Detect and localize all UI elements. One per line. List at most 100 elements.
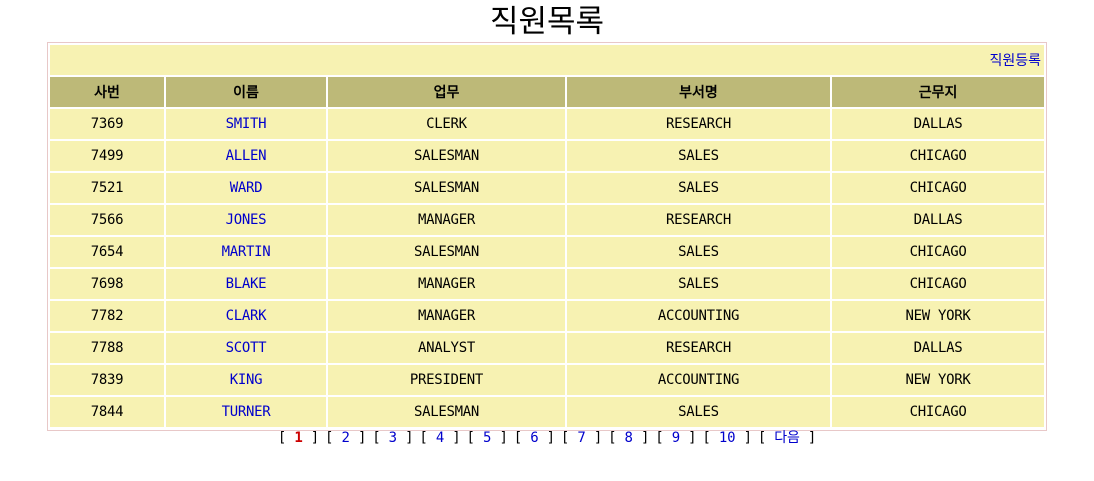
cell-dept-name: SALES <box>567 269 830 299</box>
table-row: 7566 JONES MANAGER RESEARCH DALLAS <box>50 205 1045 235</box>
pagination-bracket: ] <box>735 430 752 446</box>
employee-name-link[interactable]: BLAKE <box>225 276 267 292</box>
cell-name: MARTIN <box>166 237 326 267</box>
cell-job: PRESIDENT <box>328 365 565 395</box>
table-row: 7698 BLAKE MANAGER SALES CHICAGO <box>50 269 1045 299</box>
page-link[interactable]: 3 <box>388 430 397 446</box>
cell-job: MANAGER <box>328 301 565 331</box>
table-row: 7521 WARD SALESMAN SALES CHICAGO <box>50 173 1045 203</box>
cell-dept-name: SALES <box>567 141 830 171</box>
cell-name: TURNER <box>166 397 326 427</box>
cell-job: ANALYST <box>328 333 565 363</box>
employee-name-link[interactable]: ALLEN <box>225 148 267 164</box>
register-employee-link[interactable]: 직원등록 <box>989 53 1042 69</box>
cell-name: KING <box>166 365 326 395</box>
cell-job: SALESMAN <box>328 141 565 171</box>
page-link[interactable]: 6 <box>530 430 539 446</box>
table-row: 7839 KING PRESIDENT ACCOUNTING NEW YORK <box>50 365 1045 395</box>
table-row: 7499 ALLEN SALESMAN SALES CHICAGO <box>50 141 1045 171</box>
column-header-job: 업무 <box>328 77 565 107</box>
cell-name: CLARK <box>166 301 326 331</box>
cell-location: CHICAGO <box>832 397 1045 427</box>
cell-empno: 7566 <box>50 205 164 235</box>
pagination-item: [ 다음 ] <box>757 430 817 446</box>
cell-dept-name: ACCOUNTING <box>567 365 830 395</box>
cell-dept-name: RESEARCH <box>567 205 830 235</box>
pagination-item: [ 8 ] <box>608 430 649 446</box>
cell-empno: 7844 <box>50 397 164 427</box>
page-link[interactable]: 5 <box>483 430 492 446</box>
cell-dept-name: RESEARCH <box>567 333 830 363</box>
pagination-bracket: [ <box>466 430 484 446</box>
pagination-bracket: ] <box>491 430 508 446</box>
table-row: 7844 TURNER SALESMAN SALES CHICAGO <box>50 397 1045 427</box>
employee-name-link[interactable]: JONES <box>225 212 267 228</box>
next-page-link[interactable]: 다음 <box>774 430 800 446</box>
employee-name-link[interactable]: SMITH <box>225 116 267 132</box>
page-current: 1 <box>294 430 303 446</box>
employee-name-link[interactable]: CLARK <box>225 308 267 324</box>
cell-dept-name: SALES <box>567 237 830 267</box>
pagination-bracket: [ <box>325 430 342 446</box>
cell-empno: 7782 <box>50 301 164 331</box>
page-link[interactable]: 2 <box>341 430 350 446</box>
table-row: 7788 SCOTT ANALYST RESEARCH DALLAS <box>50 333 1045 363</box>
table-row: 7782 CLARK MANAGER ACCOUNTING NEW YORK <box>50 301 1045 331</box>
cell-dept-name: SALES <box>567 173 830 203</box>
pagination: [ 1 ][ 2 ][ 3 ][ 4 ][ 5 ][ 6 ][ 7 ][ 8 ]… <box>0 429 1094 447</box>
pagination-bracket: [ <box>608 430 625 446</box>
employee-name-link[interactable]: KING <box>229 372 263 388</box>
employee-name-link[interactable]: SCOTT <box>225 340 267 356</box>
cell-job: MANAGER <box>328 205 565 235</box>
cell-location: CHICAGO <box>832 173 1045 203</box>
cell-empno: 7788 <box>50 333 164 363</box>
pagination-bracket: ] <box>632 430 650 446</box>
cell-name: ALLEN <box>166 141 326 171</box>
cell-name: JONES <box>166 205 326 235</box>
pagination-bracket: [ <box>655 430 672 446</box>
column-header-empno: 사번 <box>50 77 164 107</box>
employee-name-link[interactable]: WARD <box>229 180 263 196</box>
cell-empno: 7521 <box>50 173 164 203</box>
cell-job: SALESMAN <box>328 397 565 427</box>
cell-location: DALLAS <box>832 109 1045 139</box>
pagination-item: [ 5 ] <box>467 430 508 446</box>
employee-name-link[interactable]: MARTIN <box>221 244 271 260</box>
cell-location: NEW YORK <box>832 365 1045 395</box>
pagination-bracket: ] <box>799 430 817 446</box>
pagination-item: [ 10 ] <box>702 430 752 446</box>
pagination-item: [ 3 ] <box>372 430 413 446</box>
pagination-item: [ 1 ] <box>278 430 319 446</box>
page-link[interactable]: 8 <box>624 430 633 446</box>
pagination-bracket: [ <box>757 430 775 446</box>
employee-name-link[interactable]: TURNER <box>221 404 271 420</box>
cell-job: MANAGER <box>328 269 565 299</box>
employee-list-panel: 직원등록 사번 이름 업무 부서명 근무지 7369 SMITH CLERK RESE… <box>47 42 1047 431</box>
cell-empno: 7369 <box>50 109 164 139</box>
page-link[interactable]: 7 <box>577 430 586 446</box>
cell-job: SALESMAN <box>328 173 565 203</box>
page-link[interactable]: 9 <box>671 430 680 446</box>
cell-location: DALLAS <box>832 333 1045 363</box>
cell-location: CHICAGO <box>832 269 1045 299</box>
pagination-bracket: ] <box>396 430 414 446</box>
pagination-bracket: ] <box>538 430 555 446</box>
cell-empno: 7654 <box>50 237 164 267</box>
pagination-item: [ 4 ] <box>419 430 460 446</box>
pagination-bracket: ] <box>302 430 320 446</box>
cell-empno: 7698 <box>50 269 164 299</box>
page-link[interactable]: 10 <box>718 430 736 446</box>
table-header-row: 사번 이름 업무 부서명 근무지 <box>50 77 1045 107</box>
pagination-bracket: [ <box>702 430 719 446</box>
pagination-bracket: ] <box>585 430 603 446</box>
page-link[interactable]: 4 <box>435 430 445 446</box>
cell-job: SALESMAN <box>328 237 565 267</box>
pagination-bracket: [ <box>513 430 531 446</box>
action-row: 직원등록 <box>50 45 1045 75</box>
pagination-bracket: ] <box>444 430 461 446</box>
pagination-bracket: [ <box>372 430 389 446</box>
cell-job: CLERK <box>328 109 565 139</box>
cell-dept-name: SALES <box>567 397 830 427</box>
table-row: 7654 MARTIN SALESMAN SALES CHICAGO <box>50 237 1045 267</box>
column-header-name: 이름 <box>166 77 326 107</box>
